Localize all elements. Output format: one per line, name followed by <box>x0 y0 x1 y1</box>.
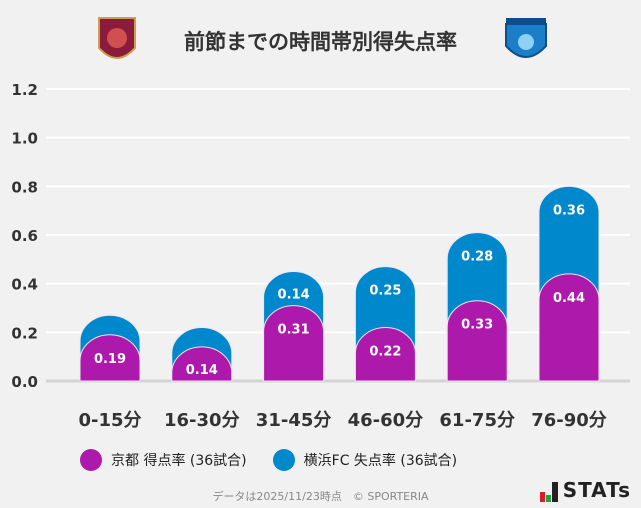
bar-segment-kyoto <box>354 327 416 382</box>
y-tick-label: 1.0 <box>11 130 38 148</box>
x-category-label: 76-90分 <box>531 410 607 431</box>
bar-segment-kyoto <box>263 305 325 382</box>
data-label: 0.44 <box>553 291 585 306</box>
bar-segment-kyoto <box>79 334 141 382</box>
legend-swatch-blue <box>272 449 295 471</box>
data-label: 0.31 <box>278 323 310 338</box>
legend-swatch-purple <box>80 449 102 471</box>
y-tick-label: 0.6 <box>11 227 38 245</box>
legend-label: 京都 得点率 (36試合) <box>111 453 247 469</box>
x-category-label: 16-30分 <box>164 410 240 431</box>
chart-title: 前節までの時間帯別得失点率 <box>184 30 457 54</box>
data-label: 0.19 <box>94 352 126 367</box>
bar-segment-kyoto <box>171 346 233 382</box>
brand-text: STATs <box>562 478 631 502</box>
data-label: 0.33 <box>461 318 493 333</box>
stats-logo-icon <box>539 482 558 502</box>
x-category-label: 46-60分 <box>348 410 424 431</box>
data-label: 0.22 <box>369 344 401 359</box>
stacked-bar-chart: 0.0 0.2 0.4 0.6 0.8 1.0 1.2 0.19 0-15分 0.14 16-30分… <box>11 81 630 431</box>
x-category-label: 31-45分 <box>256 410 332 431</box>
footer-note: データは2025/11/23時点 © SPORTERIA <box>212 490 429 503</box>
data-label: 0.14 <box>278 288 310 303</box>
legend-label: 横浜FC 失点率 (36試合) <box>303 453 458 469</box>
y-tick-label: 0.8 <box>11 178 38 196</box>
y-tick-label: 0.0 <box>11 373 38 391</box>
bar-segment-kyoto <box>538 273 600 382</box>
legend: 京都 得点率 (36試合) 横浜FC 失点率 (36試合) <box>80 449 457 471</box>
kyoto-sanga-logo <box>98 17 136 59</box>
x-category-label: 0-15分 <box>78 410 141 431</box>
y-tick-label: 1.2 <box>11 81 38 99</box>
legend-item-yokohama: 横浜FC 失点率 (36試合) <box>272 449 458 471</box>
x-category-label: 61-75分 <box>439 410 515 431</box>
data-label: 0.25 <box>369 284 401 299</box>
stats-brand: STATs <box>539 478 631 502</box>
data-label: 0.36 <box>553 203 585 218</box>
y-tick-label: 0.4 <box>11 276 38 294</box>
data-label: 0.28 <box>461 250 493 265</box>
bar-segment-kyoto <box>446 300 508 382</box>
legend-item-kyoto: 京都 得点率 (36試合) <box>80 449 247 471</box>
yokohama-fc-logo <box>505 18 547 58</box>
y-tick-label: 0.2 <box>11 324 38 342</box>
data-label: 0.14 <box>186 363 218 378</box>
